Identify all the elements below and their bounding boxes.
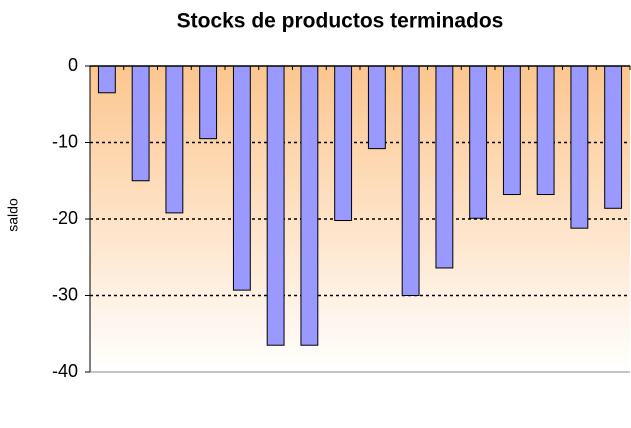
- bar: [131, 65, 150, 182]
- bar: [266, 65, 285, 346]
- y-tick-label: -40: [52, 361, 78, 381]
- y-tick-label: -20: [52, 208, 78, 228]
- bar: [435, 65, 454, 269]
- bar: [469, 65, 488, 219]
- chart-title: Stocks de productos terminados: [177, 10, 504, 33]
- bar: [334, 65, 353, 222]
- y-tick-label: -10: [52, 131, 78, 151]
- bar: [300, 65, 319, 346]
- bar: [401, 65, 420, 296]
- y-tick-label: -30: [52, 284, 78, 304]
- bar: [199, 65, 218, 140]
- bar: [502, 65, 521, 196]
- bar: [165, 65, 184, 214]
- bar: [367, 65, 386, 150]
- y-tick-label: 0: [68, 55, 78, 75]
- y-axis-label: saldo: [5, 198, 21, 232]
- bar: [570, 65, 589, 229]
- bar: [536, 65, 555, 196]
- bar: [604, 65, 623, 209]
- bar: [232, 65, 251, 291]
- bar: [97, 65, 116, 94]
